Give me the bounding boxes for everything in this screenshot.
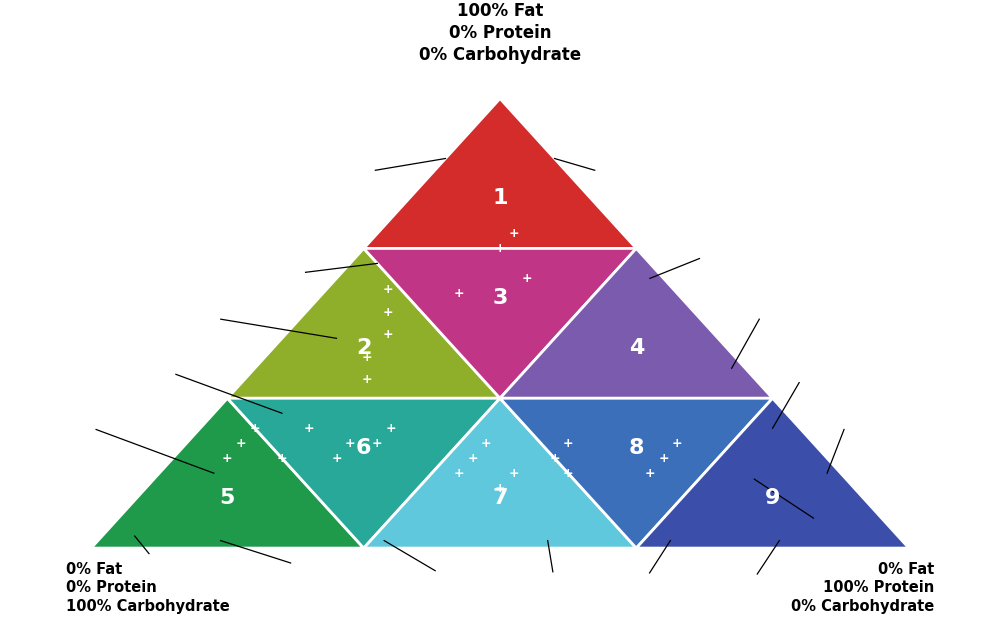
Polygon shape <box>500 398 773 548</box>
Text: +: + <box>249 422 260 435</box>
Polygon shape <box>227 248 500 398</box>
Polygon shape <box>500 248 773 398</box>
Polygon shape <box>364 248 636 398</box>
Text: 1: 1 <box>492 188 508 208</box>
Text: +: + <box>495 481 505 494</box>
Text: +: + <box>672 437 682 450</box>
Text: +: + <box>386 422 396 435</box>
Text: +: + <box>467 452 478 465</box>
Polygon shape <box>636 398 909 548</box>
Text: 9: 9 <box>765 488 780 508</box>
Polygon shape <box>364 98 636 248</box>
Text: 3: 3 <box>492 289 508 309</box>
Text: +: + <box>508 227 519 240</box>
Text: +: + <box>362 351 372 363</box>
Text: +: + <box>362 373 372 386</box>
Text: +: + <box>345 437 355 450</box>
Text: +: + <box>563 466 573 480</box>
Polygon shape <box>91 398 364 548</box>
Text: +: + <box>508 466 519 480</box>
Text: +: + <box>382 305 393 318</box>
Polygon shape <box>227 398 500 548</box>
Text: +: + <box>222 452 233 465</box>
Text: +: + <box>495 242 505 255</box>
Text: +: + <box>372 437 383 450</box>
Text: 0% Fat
100% Protein
0% Carbohydrate: 0% Fat 100% Protein 0% Carbohydrate <box>791 562 934 614</box>
Text: +: + <box>481 437 492 450</box>
Text: 2: 2 <box>356 338 371 358</box>
Text: +: + <box>454 287 464 300</box>
Text: +: + <box>236 437 246 450</box>
Text: +: + <box>645 466 655 480</box>
Text: 100% Fat
0% Protein
0% Carbohydrate: 100% Fat 0% Protein 0% Carbohydrate <box>419 2 581 64</box>
Text: 0% Fat
0% Protein
100% Carbohydrate: 0% Fat 0% Protein 100% Carbohydrate <box>66 562 230 614</box>
Text: +: + <box>522 272 533 285</box>
Text: +: + <box>277 452 287 465</box>
Text: +: + <box>304 422 315 435</box>
Text: 8: 8 <box>629 438 644 458</box>
Text: 6: 6 <box>356 438 371 458</box>
Text: +: + <box>454 466 464 480</box>
Text: +: + <box>549 452 560 465</box>
Text: +: + <box>382 283 393 296</box>
Polygon shape <box>364 398 636 548</box>
Text: 4: 4 <box>629 338 644 358</box>
Text: 5: 5 <box>220 488 235 508</box>
Text: +: + <box>382 328 393 341</box>
Text: 7: 7 <box>492 488 508 508</box>
Text: +: + <box>331 452 342 465</box>
Text: +: + <box>563 437 573 450</box>
Text: +: + <box>658 452 669 465</box>
